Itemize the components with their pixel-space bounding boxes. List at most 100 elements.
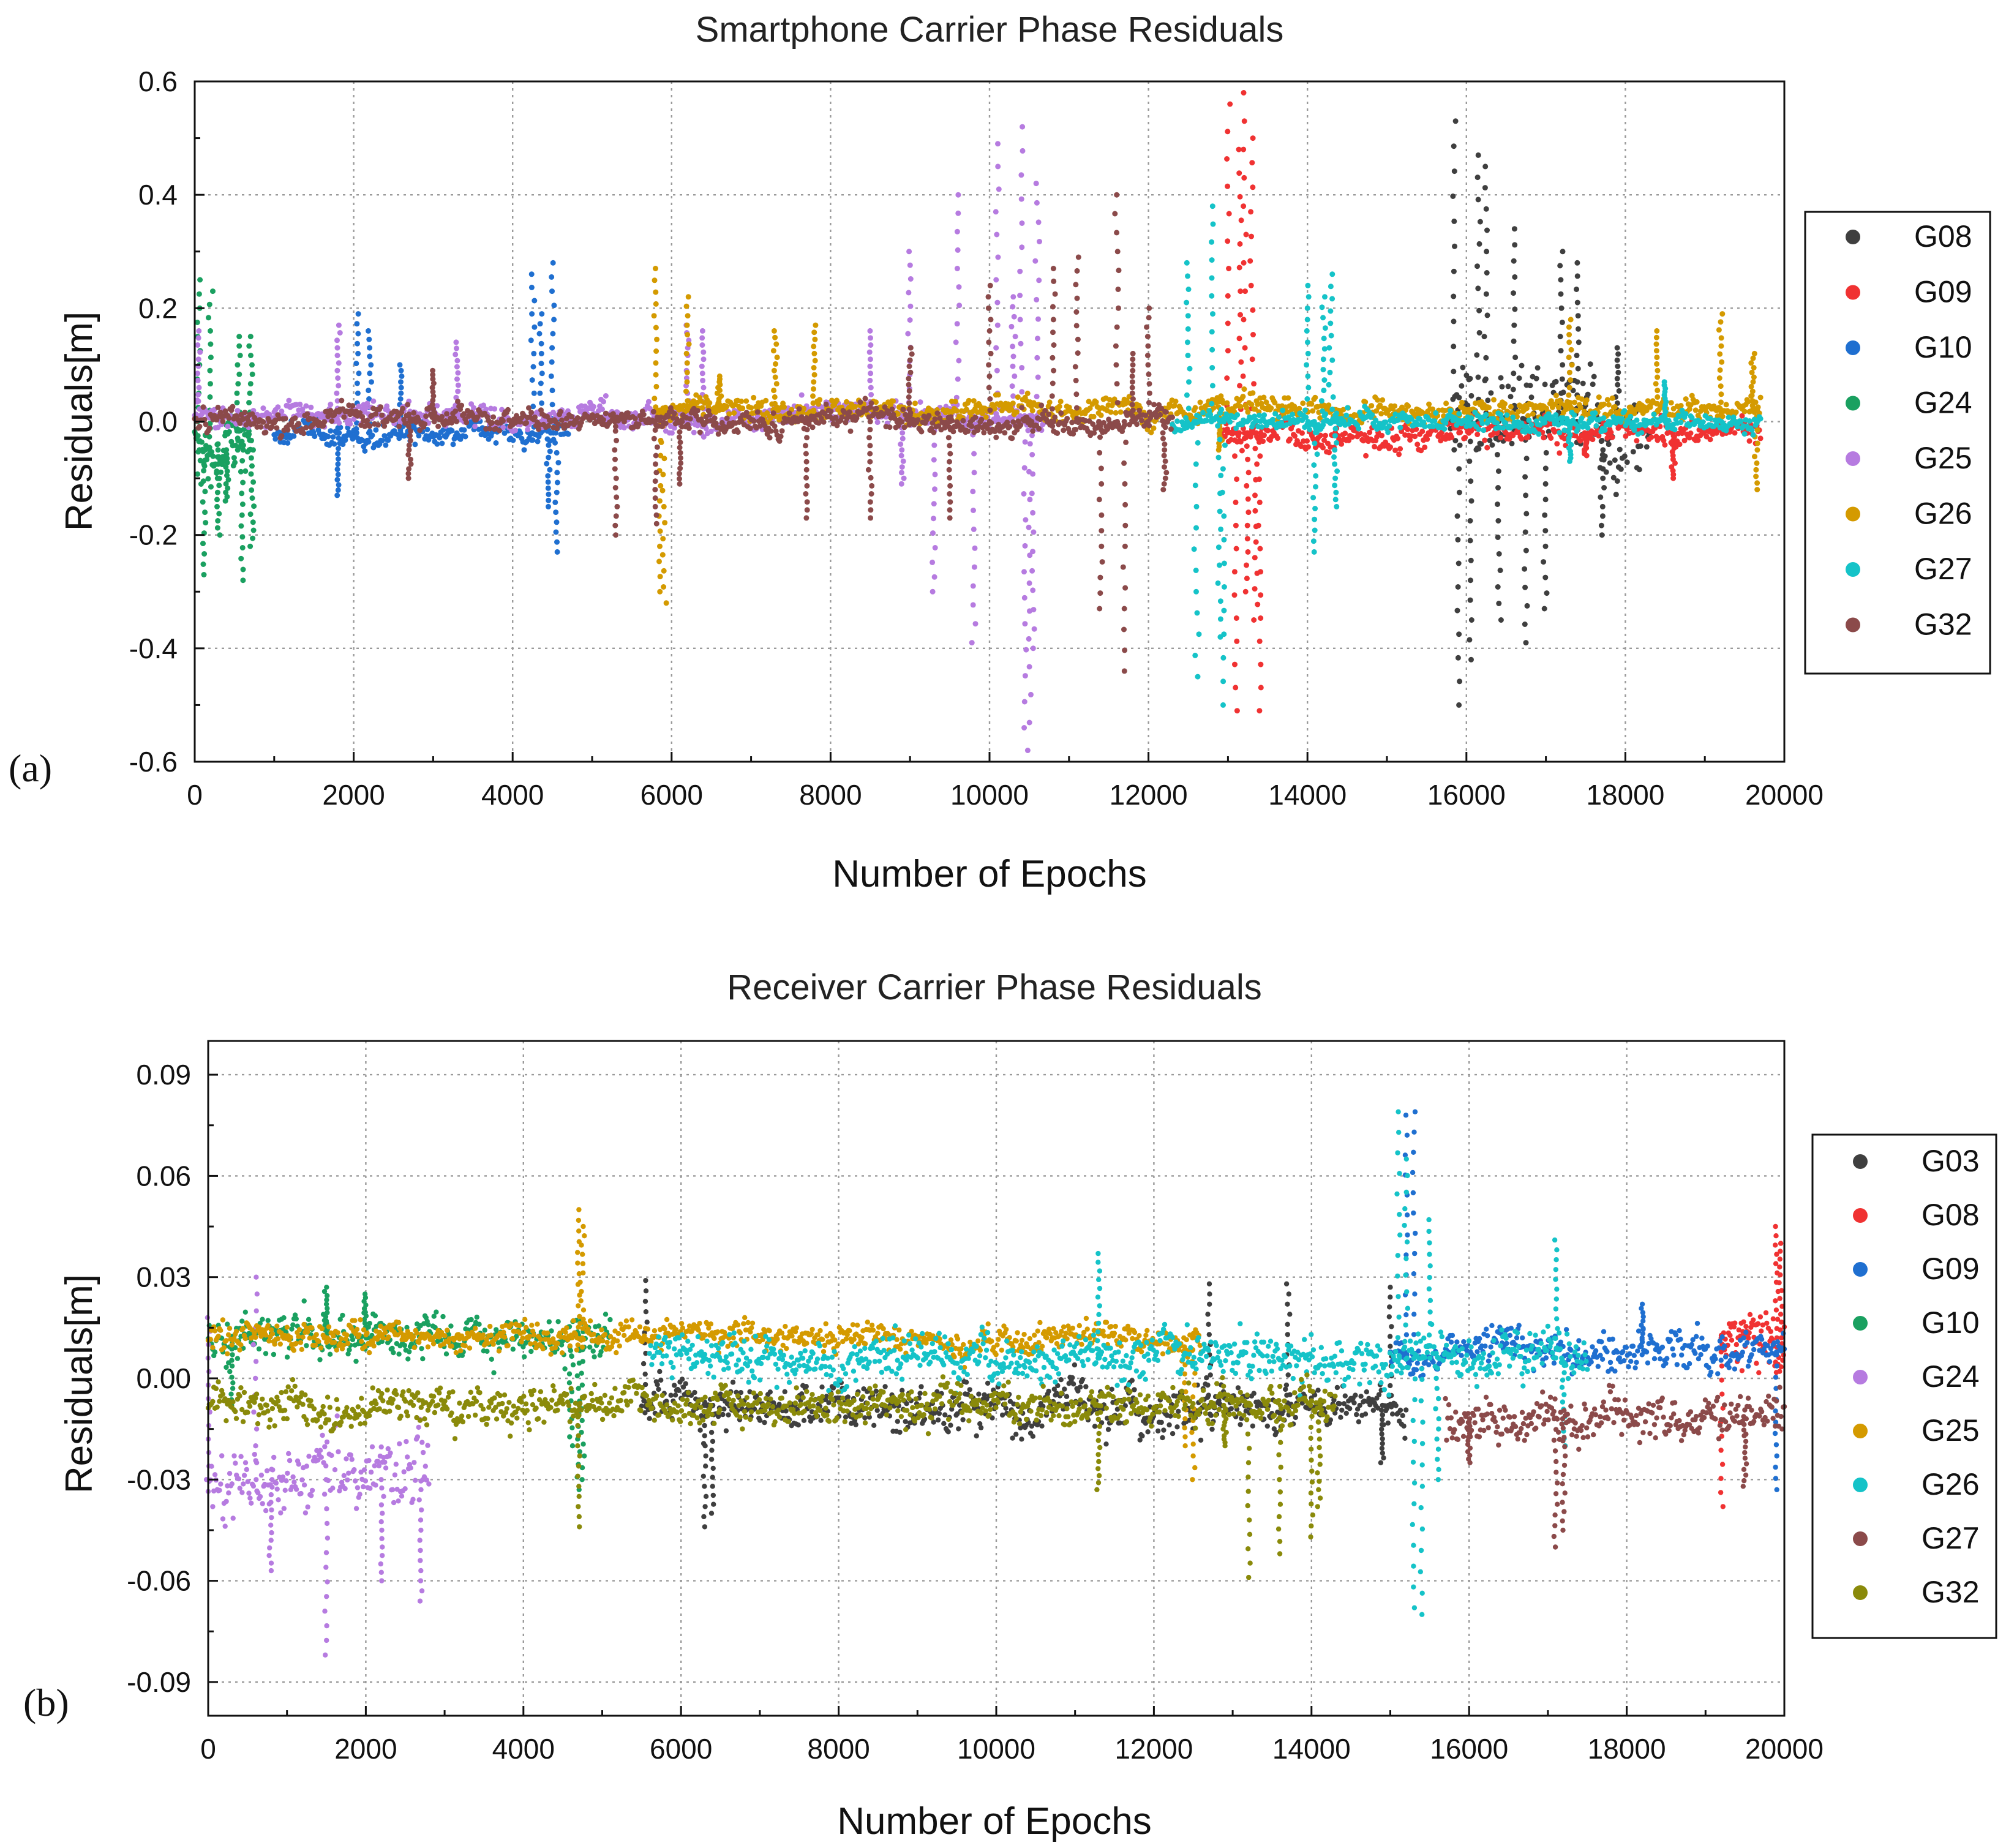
spike-point xyxy=(1560,249,1566,255)
spike-point xyxy=(970,602,976,608)
data-point xyxy=(1661,438,1667,443)
data-point xyxy=(1460,364,1466,370)
spike-point xyxy=(545,479,551,485)
spike-point xyxy=(366,336,372,342)
spike-point xyxy=(531,390,537,396)
spike-point xyxy=(931,501,937,507)
spike-point xyxy=(1583,453,1590,459)
spike-point xyxy=(223,489,229,495)
data-point xyxy=(366,439,372,445)
data-point xyxy=(1240,394,1246,400)
spike-point xyxy=(1615,363,1621,369)
data-point xyxy=(965,428,971,434)
data-point xyxy=(645,399,652,405)
spike-point xyxy=(867,377,873,383)
data-point xyxy=(899,419,905,425)
spike-point xyxy=(334,345,340,351)
data-point xyxy=(275,404,281,410)
spike-point xyxy=(661,456,667,462)
data-point xyxy=(197,424,203,429)
spike-point xyxy=(207,367,213,374)
data-point xyxy=(1634,438,1640,444)
spike-point xyxy=(547,448,553,454)
spike-point xyxy=(1209,257,1215,263)
data-point xyxy=(439,440,445,446)
spike-point xyxy=(1305,385,1312,391)
data-point xyxy=(350,436,356,442)
data-point xyxy=(1692,407,1699,413)
data-point xyxy=(1630,449,1636,455)
data-point xyxy=(384,403,390,409)
data-point xyxy=(1292,433,1298,439)
spike-point xyxy=(683,407,689,413)
data-point xyxy=(1478,441,1484,447)
data-point xyxy=(1312,394,1318,400)
spike-point xyxy=(1252,446,1258,451)
spike-point xyxy=(248,471,254,477)
data-point xyxy=(1093,399,1099,405)
data-point xyxy=(1572,432,1579,438)
data-point xyxy=(321,419,328,425)
spike-point xyxy=(1718,391,1724,397)
spike-point xyxy=(334,353,340,358)
spike-point xyxy=(1511,338,1517,344)
spike-point xyxy=(1476,330,1482,336)
spike-point xyxy=(1576,326,1581,332)
spike-point xyxy=(1192,652,1198,658)
data-point xyxy=(1456,411,1462,417)
spike-point xyxy=(1241,90,1247,96)
spike-point xyxy=(772,400,778,407)
data-point xyxy=(1592,410,1598,416)
spike-point xyxy=(207,394,213,400)
data-point xyxy=(1619,416,1625,422)
data-point xyxy=(1593,423,1599,429)
data-point xyxy=(1467,375,1473,381)
spike-point xyxy=(214,525,220,531)
spike-point xyxy=(1304,328,1310,334)
spike-point xyxy=(216,483,222,489)
spike-point xyxy=(1225,348,1231,354)
spike-point xyxy=(215,447,221,453)
data-point xyxy=(1276,414,1282,420)
spike-point xyxy=(545,485,551,491)
data-point xyxy=(325,434,331,440)
spike-point xyxy=(660,471,666,478)
spike-point xyxy=(1495,501,1500,507)
spike-point xyxy=(1209,275,1215,281)
spike-point xyxy=(239,458,246,464)
spike-point xyxy=(195,392,201,397)
spike-point xyxy=(956,284,962,290)
spike-point xyxy=(994,231,1000,238)
spike-point xyxy=(1598,494,1604,500)
spike-point xyxy=(1655,394,1661,400)
spike-point xyxy=(1221,607,1227,614)
spike-point xyxy=(1209,203,1215,209)
spike-point xyxy=(1257,546,1263,552)
data-point xyxy=(1614,478,1620,484)
spike-point xyxy=(804,427,810,433)
data-point xyxy=(1757,435,1764,441)
data-point xyxy=(1668,400,1674,406)
spike-point xyxy=(1208,419,1214,424)
spike-point xyxy=(1575,313,1581,319)
spike-point xyxy=(803,443,808,449)
data-point xyxy=(1757,416,1764,422)
spike-point xyxy=(677,465,683,471)
data-point xyxy=(367,423,373,429)
spike-point xyxy=(1717,407,1723,413)
spike-point xyxy=(1244,536,1250,542)
spike-point xyxy=(1241,175,1247,181)
data-point xyxy=(1643,444,1650,450)
spike-point xyxy=(551,317,557,323)
spike-point xyxy=(898,481,904,487)
spike-point xyxy=(1012,373,1018,379)
data-point xyxy=(1029,408,1035,414)
spike-point xyxy=(1193,503,1200,509)
panel-a: Smartphone Carrier Phase Residuals 0 2000… xyxy=(9,10,1991,895)
spike-point xyxy=(1557,334,1563,340)
data-point xyxy=(889,406,895,412)
spike-point xyxy=(1311,549,1317,555)
data-point xyxy=(1610,475,1617,481)
spike-point xyxy=(546,491,552,497)
